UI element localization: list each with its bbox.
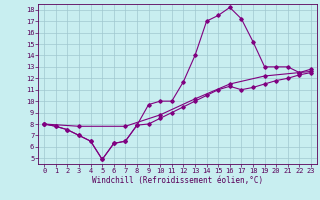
X-axis label: Windchill (Refroidissement éolien,°C): Windchill (Refroidissement éolien,°C) [92, 176, 263, 185]
